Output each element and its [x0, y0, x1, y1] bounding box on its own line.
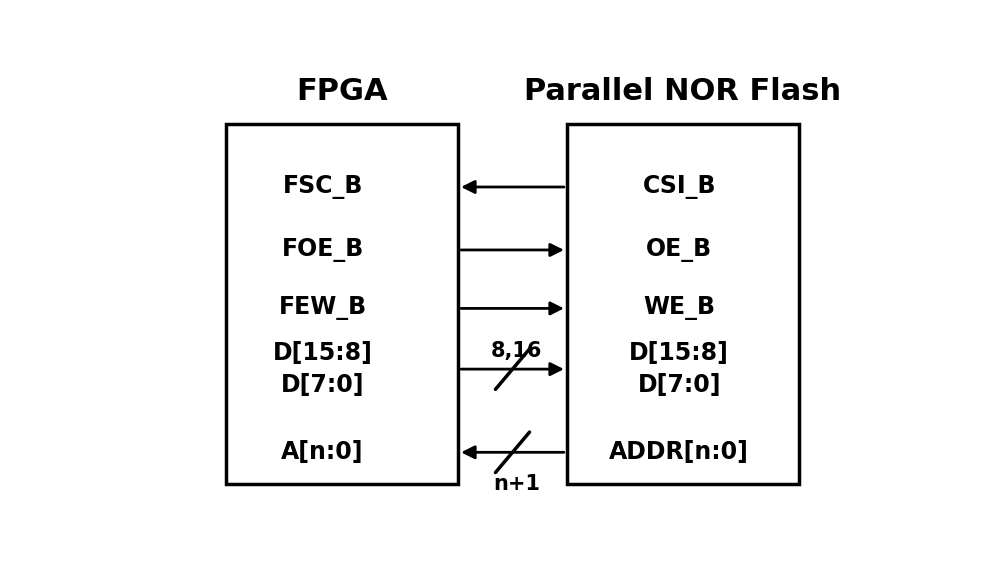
Text: n+1: n+1 [493, 474, 540, 494]
Text: D[15:8]: D[15:8] [273, 342, 373, 366]
Text: 8,16: 8,16 [491, 341, 542, 361]
Text: FPGA: FPGA [296, 77, 388, 106]
Text: CSI_B: CSI_B [642, 175, 716, 199]
Text: FOE_B: FOE_B [282, 238, 364, 262]
Text: WE_B: WE_B [643, 297, 715, 321]
Text: FEW_B: FEW_B [279, 297, 367, 321]
Bar [567, 124, 799, 484]
Text: ADDR[n:0]: ADDR[n:0] [609, 440, 749, 464]
Text: D[7:0]: D[7:0] [637, 373, 721, 397]
Text: OE_B: OE_B [646, 238, 712, 262]
Text: D[7:0]: D[7:0] [281, 373, 364, 397]
Bar [226, 124, 458, 484]
Text: Parallel NOR Flash: Parallel NOR Flash [524, 77, 842, 106]
Text: FSC_B: FSC_B [282, 175, 363, 199]
Text: D[15:8]: D[15:8] [629, 342, 729, 366]
Text: A[n:0]: A[n:0] [281, 440, 364, 464]
